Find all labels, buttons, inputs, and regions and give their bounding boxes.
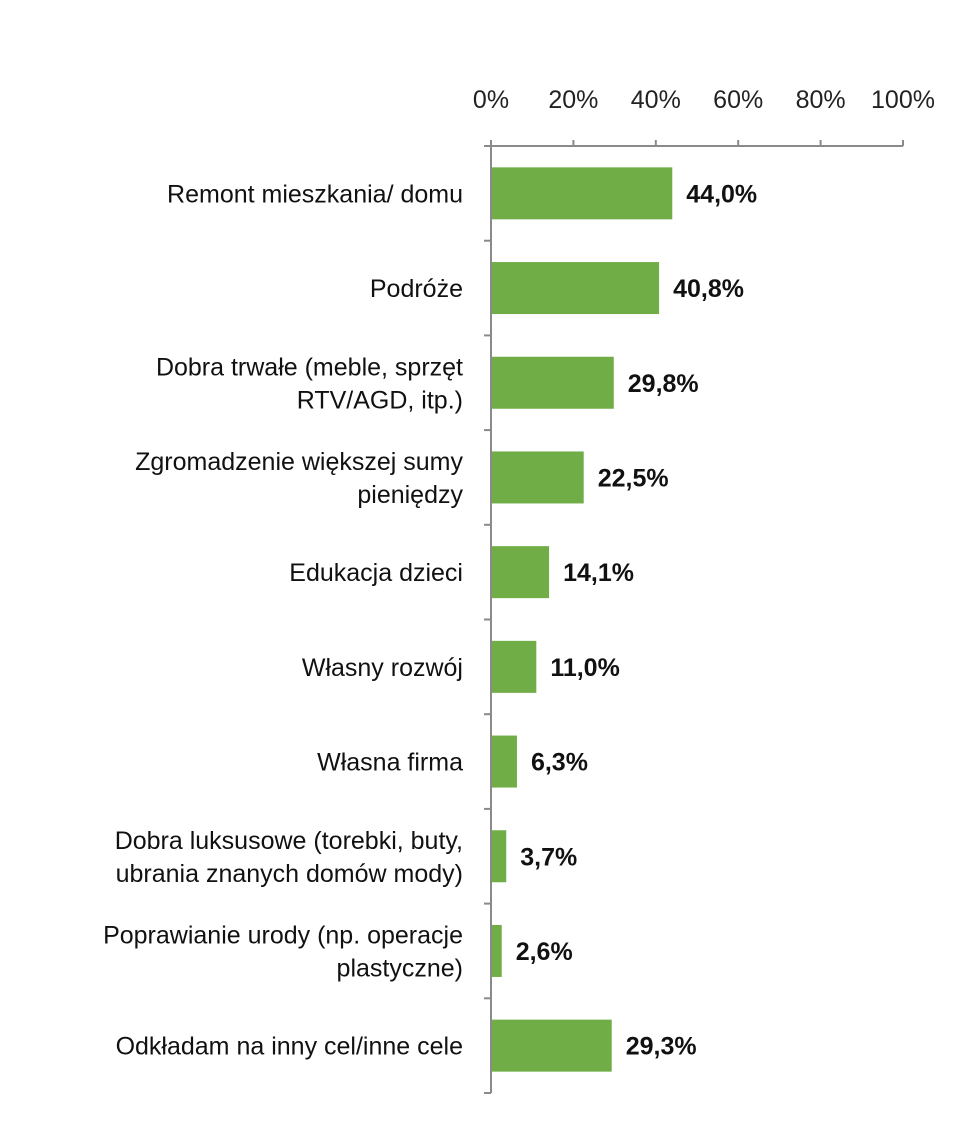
- data-label: 40,8%: [673, 275, 744, 303]
- bars: [492, 167, 673, 1072]
- bar: [492, 924, 502, 977]
- bar: [492, 830, 507, 883]
- category-labels: Remont mieszkania/ domu Podróże Dobra trwa…: [103, 180, 463, 1060]
- category-label-line: Zgromadzenie większej sumy: [135, 448, 463, 476]
- category-label: Podróże: [370, 275, 463, 303]
- data-label: 14,1%: [563, 559, 634, 587]
- y-axis: [484, 145, 492, 1094]
- category-label-line: Remont mieszkania/ domu: [167, 180, 463, 208]
- x-tick-label: 80%: [796, 86, 846, 114]
- category-label: Własny rozwój: [302, 654, 463, 682]
- category-label-line: Dobra trwałe (meble, sprzęt: [156, 353, 463, 381]
- category-label-line: ubrania znanych domów mody): [116, 860, 463, 888]
- data-label: 2,6%: [516, 938, 573, 966]
- x-tick-label: 100%: [871, 86, 935, 114]
- data-label: 29,8%: [628, 370, 699, 398]
- bar: [492, 451, 584, 504]
- data-label: 44,0%: [686, 180, 757, 208]
- category-label-line: Podróże: [370, 275, 463, 303]
- category-label: Zgromadzenie większej sumy pieniędzy: [135, 448, 463, 509]
- data-label: 6,3%: [531, 749, 588, 777]
- x-tick-label: 60%: [713, 86, 763, 114]
- x-axis: 0% 20% 40% 60% 80% 100%: [473, 86, 935, 147]
- x-tick-label: 0%: [473, 86, 509, 114]
- bar: [492, 262, 660, 315]
- category-label: Odkładam na inny cel/inne cele: [116, 1033, 463, 1061]
- category-label-line: plastyczne): [337, 954, 463, 982]
- category-label-line: Dobra luksusowe (torebki, buty,: [115, 827, 463, 855]
- category-label: Poprawianie urody (np. operacje plastyczn…: [103, 921, 463, 982]
- data-label: 3,7%: [520, 843, 577, 871]
- category-label: Edukacja dzieci: [289, 559, 463, 587]
- data-label: 22,5%: [598, 464, 669, 492]
- category-label: Dobra trwałe (meble, sprzęt RTV/AGD, itp.…: [156, 353, 463, 414]
- bar: [492, 167, 673, 220]
- category-label-line: Własna firma: [317, 749, 463, 777]
- category-label-line: Odkładam na inny cel/inne cele: [116, 1033, 463, 1061]
- bar: [492, 546, 550, 599]
- category-label-line: pieniędzy: [357, 481, 463, 509]
- category-label-line: RTV/AGD, itp.): [297, 386, 463, 414]
- data-label: 29,3%: [626, 1033, 697, 1061]
- bar: [492, 735, 517, 788]
- bar: [492, 1019, 612, 1072]
- category-label-line: Poprawianie urody (np. operacje: [103, 921, 463, 949]
- x-tick-label: 20%: [548, 86, 598, 114]
- bar: [492, 640, 537, 693]
- data-label: 11,0%: [550, 654, 620, 682]
- x-tick-label: 40%: [631, 86, 681, 114]
- bar: [492, 356, 614, 409]
- data-labels: 44,0% 40,8% 29,8% 22,5% 14,1% 11,0% 6,3% 3,7% 2,…: [516, 180, 757, 1060]
- category-label: Dobra luksusowe (torebki, buty, ubrania z…: [115, 827, 463, 888]
- category-label-line: Edukacja dzieci: [289, 559, 463, 587]
- category-label: Własna firma: [317, 749, 463, 777]
- category-label-line: Własny rozwój: [302, 654, 463, 682]
- category-label: Remont mieszkania/ domu: [167, 180, 463, 208]
